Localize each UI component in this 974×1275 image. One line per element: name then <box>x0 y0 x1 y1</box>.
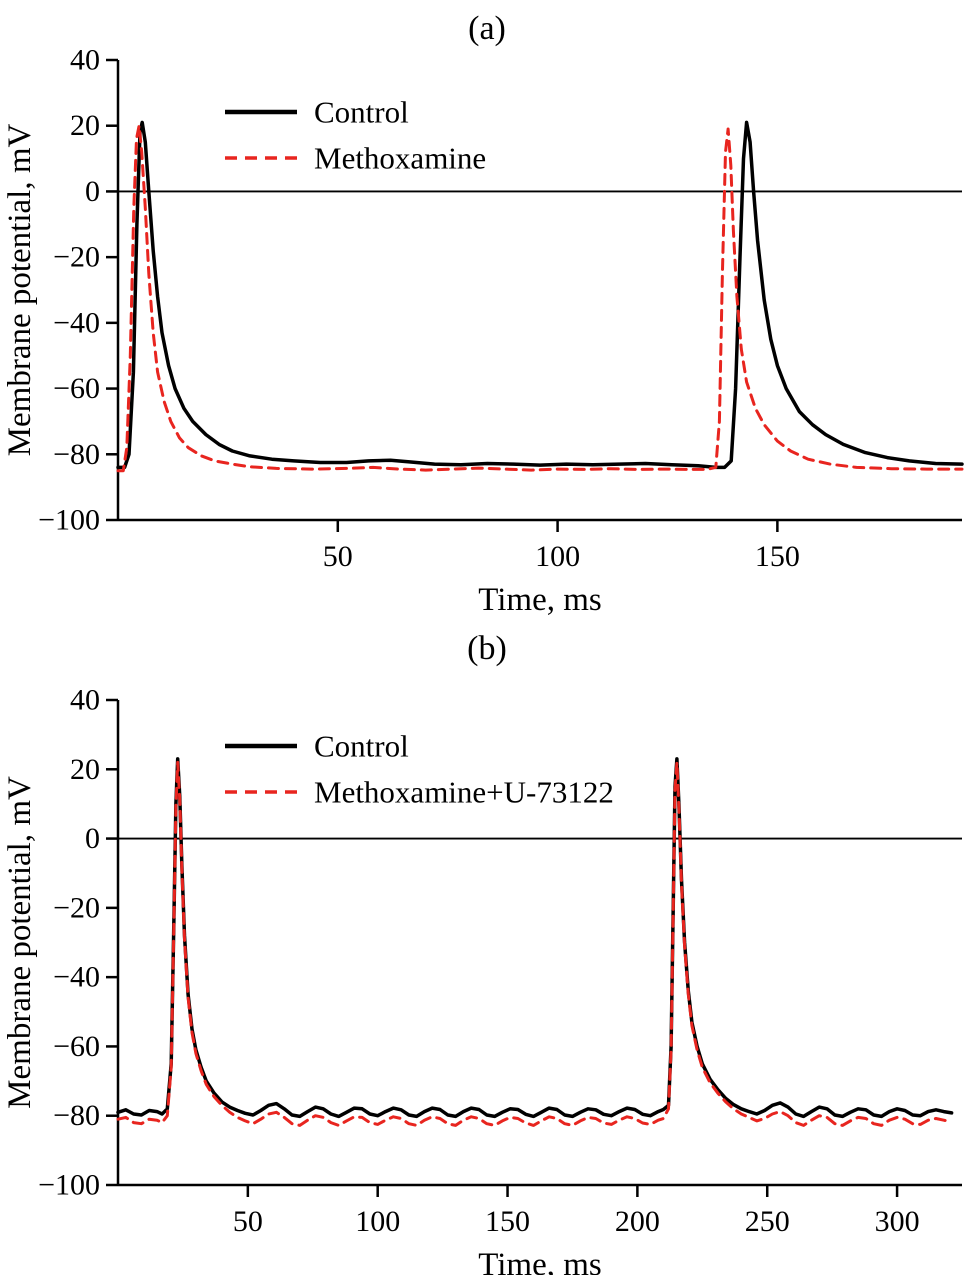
a-y-tick-label: 0 <box>85 175 100 208</box>
b-y-axis-title: Membrane potential, mV <box>2 776 38 1109</box>
b-y-tick-label: −60 <box>53 1030 100 1063</box>
b-trace-methoxamine-u-73122 <box>116 760 954 1127</box>
a-y-axis-title: Membrane potential, mV <box>2 124 38 457</box>
a-x-axis-title: Time, ms <box>478 582 602 618</box>
panel-a: (a) 40 20 0 −20 −40 −60 −80 −100 50 100 150 Control… <box>0 0 974 620</box>
b-x-tick-label: 200 <box>615 1205 660 1238</box>
b-y-tick-label: −40 <box>53 961 100 994</box>
b-legend-label-control: Control <box>314 729 409 764</box>
b-x-tick-label: 300 <box>875 1205 920 1238</box>
a-y-tick-label: 20 <box>70 109 100 142</box>
a-trace-control <box>116 120 964 470</box>
a-y-tick-label: −100 <box>38 504 100 537</box>
a-legend-label-methoxamine: Methoxamine <box>314 141 486 176</box>
b-x-tick-label: 100 <box>355 1205 400 1238</box>
a-legend-label-control: Control <box>314 95 409 130</box>
a-y-tick-label: −40 <box>53 306 100 339</box>
a-x-tick-label: 100 <box>535 540 580 573</box>
b-x-axis-title: Time, ms <box>478 1247 602 1275</box>
b-y-tick-label: 0 <box>85 822 100 855</box>
panel-b: (b) 40 20 0 −20 −40 −60 −80 −100 50 100 150 200 250 3… <box>0 620 974 1275</box>
b-legend-label-methoxamine-u-73122: Methoxamine+U-73122 <box>314 775 614 810</box>
a-y-tick-label: −20 <box>53 241 100 274</box>
a-y-tick-label: 40 <box>70 44 100 77</box>
b-x-tick-label: 250 <box>745 1205 790 1238</box>
panel-b-label: (b) <box>467 630 507 667</box>
b-y-tick-label: 40 <box>70 684 100 717</box>
a-y-tick-label: −80 <box>53 438 100 471</box>
b-trace-control <box>116 757 954 1119</box>
panel-a-plot: 40 20 0 −20 −40 −60 −80 −100 50 100 150 Control Meth… <box>2 44 964 618</box>
b-y-tick-label: −100 <box>38 1169 100 1202</box>
panel-a-label: (a) <box>468 10 506 47</box>
a-trace-methoxamine <box>116 124 964 473</box>
b-y-tick-label: 20 <box>70 753 100 786</box>
a-y-tick-label: −60 <box>53 372 100 405</box>
b-y-tick-label: −20 <box>53 891 100 924</box>
a-x-tick-label: 150 <box>755 540 800 573</box>
a-x-tick-label: 50 <box>323 540 353 573</box>
b-x-tick-label: 150 <box>485 1205 530 1238</box>
b-y-tick-label: −80 <box>53 1099 100 1132</box>
b-x-tick-label: 50 <box>233 1205 263 1238</box>
